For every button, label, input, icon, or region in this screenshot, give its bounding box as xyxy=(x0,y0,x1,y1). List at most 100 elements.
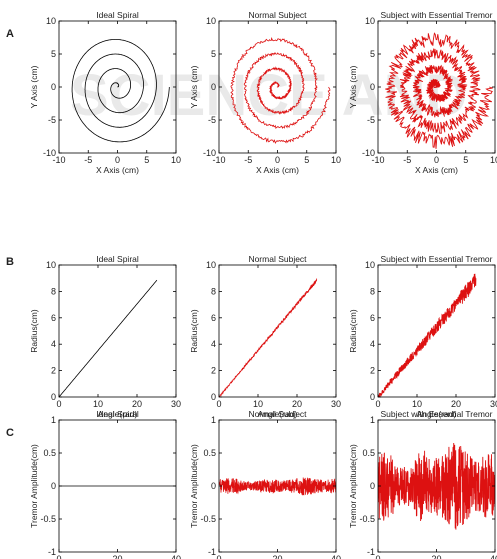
plot-frame xyxy=(218,264,337,398)
x-tick-label: 5 xyxy=(463,155,468,165)
y-axis-label: Y Axis (cm) xyxy=(348,65,358,108)
x-tick-label: 40 xyxy=(171,554,181,559)
row-label: A xyxy=(6,28,14,40)
y-tick-label: 5 xyxy=(211,49,216,59)
chart-title: Ideal Spiral xyxy=(96,10,139,20)
x-tick-label: 40 xyxy=(490,554,497,559)
x-tick-label: 5 xyxy=(304,155,309,165)
x-axis-label: X Axis (cm) xyxy=(96,165,139,175)
chart-title: Normal Subject xyxy=(248,409,307,419)
y-tick-label: 10 xyxy=(206,260,216,270)
y-tick-label: 6 xyxy=(370,313,375,323)
x-axis-label: X Axis (cm) xyxy=(256,165,299,175)
row-label: C xyxy=(6,427,14,439)
y-tick-label: 0.5 xyxy=(203,448,216,458)
y-axis-label: Tremor Amplitude(cm) xyxy=(189,444,199,528)
y-tick-label: 8 xyxy=(211,286,216,296)
chart-title: Subject with Essential Tremor xyxy=(381,409,493,419)
row-labels: A B C xyxy=(6,28,14,439)
y-tick-label: 2 xyxy=(51,366,56,376)
watermark-text: SCIENCE AND xyxy=(70,63,467,128)
x-tick-label: -10 xyxy=(371,155,384,165)
y-tick-label: 2 xyxy=(211,366,216,376)
y-tick-label: 10 xyxy=(46,260,56,270)
x-tick-label: 20 xyxy=(132,399,142,409)
x-tick-label: 0 xyxy=(434,155,439,165)
x-tick-label: 20 xyxy=(451,399,461,409)
x-tick-label: 20 xyxy=(431,554,441,559)
y-tick-label: 0 xyxy=(51,481,56,491)
x-tick-label: 30 xyxy=(490,399,497,409)
y-tick-label: -10 xyxy=(43,148,56,158)
y-tick-label: -10 xyxy=(203,148,216,158)
x-tick-label: 0 xyxy=(375,554,380,559)
y-tick-label: 0 xyxy=(51,392,56,402)
y-tick-label: 1 xyxy=(370,415,375,425)
chart-title: Ideal Spiral xyxy=(96,409,139,419)
y-tick-label: 4 xyxy=(51,339,56,349)
y-tick-label: 0 xyxy=(51,82,56,92)
y-tick-label: 0 xyxy=(370,392,375,402)
y-tick-label: 10 xyxy=(365,16,375,26)
series-line xyxy=(385,32,493,149)
row-label: B xyxy=(6,256,14,268)
y-axis-label: Radius(cm) xyxy=(189,309,199,353)
chart-title: Normal Subject xyxy=(248,10,307,20)
y-tick-label: 0.5 xyxy=(362,448,375,458)
x-tick-label: 40 xyxy=(331,554,341,559)
x-tick-label: 0 xyxy=(115,155,120,165)
y-tick-label: 0 xyxy=(211,82,216,92)
y-tick-label: -5 xyxy=(48,115,56,125)
y-tick-label: 0 xyxy=(211,392,216,402)
y-axis-label: Tremor Amplitude(cm) xyxy=(348,444,358,528)
y-tick-label: -0.5 xyxy=(200,514,216,524)
y-axis-label: Y Axis (cm) xyxy=(189,65,199,108)
y-tick-label: 8 xyxy=(51,286,56,296)
chart-title: Subject with Essential Tremor xyxy=(381,254,493,264)
x-tick-label: 0 xyxy=(56,554,61,559)
subplot: -10 -5 0 5 10 -10 -5 0 5 10 Ideal Spiral X Axis (cm… xyxy=(29,10,181,175)
x-tick-label: 10 xyxy=(331,155,341,165)
chart-title: Ideal Spiral xyxy=(96,254,139,264)
y-axis-label: Radius(cm) xyxy=(29,309,39,353)
x-tick-label: -5 xyxy=(244,155,252,165)
x-axis-label: Angle(rad) xyxy=(98,409,138,419)
y-tick-label: 6 xyxy=(51,313,56,323)
x-tick-label: -5 xyxy=(84,155,92,165)
y-tick-label: 10 xyxy=(46,16,56,26)
x-axis-label: Angle(rad) xyxy=(258,409,298,419)
y-tick-label: -1 xyxy=(367,547,375,557)
y-tick-label: -5 xyxy=(367,115,375,125)
x-tick-label: 5 xyxy=(144,155,149,165)
series-line xyxy=(71,39,170,143)
y-tick-label: -10 xyxy=(362,148,375,158)
x-tick-label: -10 xyxy=(212,155,225,165)
x-tick-label: 0 xyxy=(216,554,221,559)
series-line xyxy=(378,273,477,397)
y-tick-label: 5 xyxy=(51,49,56,59)
subplot: 0 20 40 -1 -0.5 0 0.5 1 Subject with Essential T… xyxy=(348,409,497,559)
y-tick-label: 1 xyxy=(211,415,216,425)
y-tick-label: 1 xyxy=(51,415,56,425)
y-tick-label: 8 xyxy=(370,286,375,296)
x-tick-label: 0 xyxy=(216,399,221,409)
chart-title: Subject with Essential Tremor xyxy=(381,10,493,20)
x-tick-label: 10 xyxy=(412,399,422,409)
x-tick-label: 20 xyxy=(112,554,122,559)
x-tick-label: -10 xyxy=(52,155,65,165)
series-line xyxy=(378,442,495,530)
x-tick-label: 30 xyxy=(171,399,181,409)
y-tick-label: -1 xyxy=(208,547,216,557)
x-tick-label: 20 xyxy=(272,554,282,559)
y-tick-label: 10 xyxy=(365,260,375,270)
chart-title: Normal Subject xyxy=(248,254,307,264)
x-tick-label: 10 xyxy=(253,399,263,409)
y-tick-label: 2 xyxy=(370,366,375,376)
plot-frame xyxy=(58,264,177,398)
x-tick-label: 10 xyxy=(171,155,181,165)
